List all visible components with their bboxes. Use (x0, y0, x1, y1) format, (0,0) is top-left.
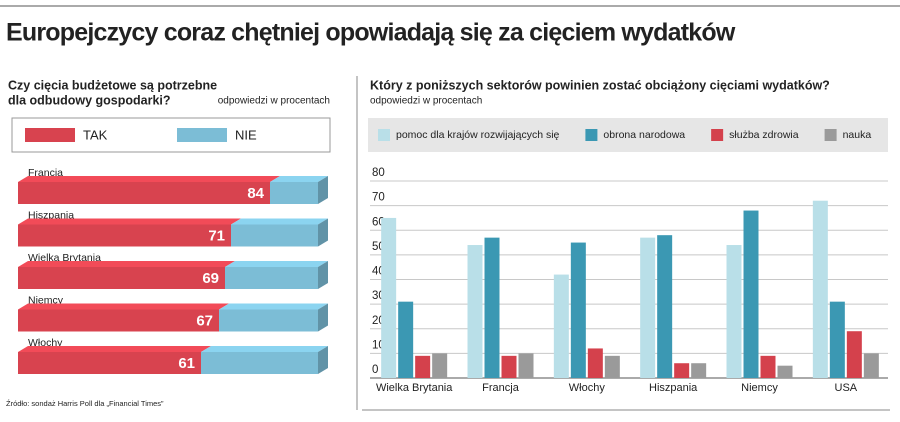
bar-side (318, 303, 328, 332)
bar (518, 353, 534, 378)
bar-top (18, 261, 235, 267)
x-tick-label: Niemcy (741, 382, 778, 394)
bar-top (18, 303, 229, 310)
x-tick-label: Francja (482, 382, 520, 394)
bar (553, 274, 569, 378)
bar (846, 331, 862, 378)
data-label: 84 (247, 185, 264, 202)
legend-swatch (25, 128, 75, 142)
legend-swatch (378, 129, 390, 141)
bar-top (219, 303, 328, 310)
bar (415, 355, 431, 378)
bar (829, 301, 845, 378)
bar (219, 309, 318, 332)
bar (18, 182, 270, 204)
y-tick-label: 0 (372, 364, 378, 376)
bar (381, 217, 397, 378)
bar (484, 237, 500, 378)
data-label: 69 (202, 270, 219, 287)
y-tick-label: 80 (372, 167, 385, 179)
bar (467, 245, 483, 378)
source: Źródło: sondaż Harris Poll dla „Financia… (6, 399, 164, 408)
bar (398, 301, 414, 378)
category-label: Hiszpania (28, 209, 74, 221)
category-label: Francja (28, 167, 63, 179)
page-title: Europejczycy coraz chętniej opowiadają s… (6, 19, 736, 47)
bar-top (270, 176, 328, 182)
data-label: 61 (178, 355, 195, 372)
bar (863, 353, 879, 378)
legend-box (368, 118, 888, 152)
category-label: Włochy (28, 337, 63, 349)
data-label: 67 (196, 312, 213, 329)
x-tick-label: Wielka Brytania (376, 382, 453, 394)
chart-subtitle: odpowiedzi w procentach (370, 96, 482, 107)
bar-side (318, 346, 328, 374)
legend-label: pomoc dla krajów rozwijających się (396, 129, 560, 141)
bar (18, 224, 231, 247)
bar (760, 355, 776, 378)
chart-title: Który z poniższych sektorów powinien zos… (370, 78, 830, 92)
x-tick-label: Włochy (569, 382, 606, 394)
bar (231, 224, 318, 247)
bar (777, 365, 793, 378)
x-tick-label: Hiszpania (649, 382, 698, 394)
bar-top (18, 176, 280, 182)
bar-side (318, 176, 328, 204)
bar (691, 363, 707, 378)
legend-label: NIE (235, 127, 257, 142)
category-label: Niemcy (28, 294, 64, 306)
bar (657, 235, 673, 378)
bar-top (201, 346, 328, 352)
legend-label: służba zdrowia (729, 129, 799, 141)
legend-swatch (824, 129, 837, 141)
chart-title: dla odbudowy gospodarki? (8, 93, 171, 107)
bar (570, 242, 586, 378)
legend-swatch (585, 129, 598, 141)
bar (270, 182, 318, 204)
bar (18, 352, 201, 374)
legend-swatch (177, 128, 227, 142)
legend-label: obrona narodowa (603, 129, 685, 141)
legend-label: TAK (83, 127, 108, 142)
bar (201, 352, 318, 374)
chart-subtitle: odpowiedzi w procentach (218, 96, 330, 107)
data-label: 71 (208, 227, 225, 244)
bar (604, 355, 620, 378)
bar-top (231, 218, 328, 225)
bar-side (318, 261, 328, 289)
bar (18, 267, 225, 289)
bar (225, 267, 318, 289)
bar (18, 309, 219, 332)
chart-title: Czy cięcia budżetowe są potrzebne (8, 78, 217, 92)
bar (501, 355, 517, 378)
bar-side (318, 218, 328, 247)
bar (812, 200, 828, 378)
category-label: Wielka Brytania (28, 252, 101, 264)
bar (674, 363, 690, 378)
bar-top (18, 346, 211, 352)
bar-top (18, 218, 241, 225)
bar-top (225, 261, 328, 267)
y-tick-label: 70 (372, 192, 385, 204)
x-tick-label: USA (835, 382, 858, 394)
bar (587, 348, 603, 378)
legend-label: nauka (843, 129, 872, 141)
bar (640, 237, 656, 378)
bar (432, 353, 448, 378)
bar (726, 245, 742, 378)
bar (743, 210, 759, 378)
legend-swatch (711, 129, 724, 141)
